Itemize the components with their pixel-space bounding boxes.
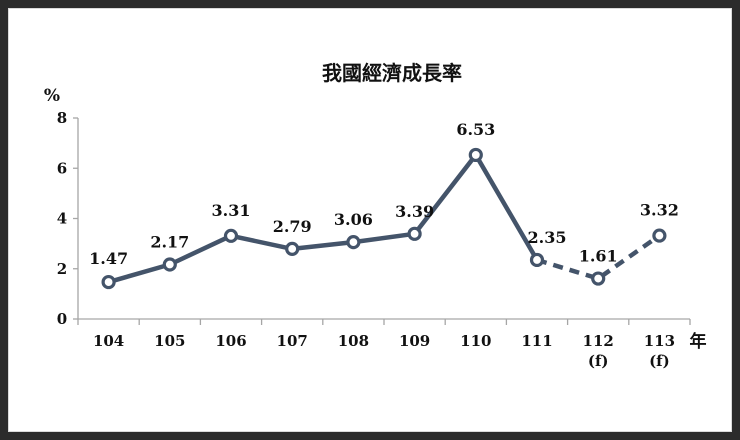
x-tick-note: (f) (588, 352, 609, 370)
data-labels: 1.47 2.17 3.31 2.79 3.06 3.39 6.53 2.35 1.61 3.32 (89, 120, 679, 268)
axes: 0 2 4 6 8 104 105 106 107 108 109 110 111 112 (f) 113 (f… (57, 109, 691, 370)
y-tick-label: 0 (57, 310, 67, 328)
x-tick-label: 105 (154, 332, 185, 350)
data-label: 3.31 (212, 201, 251, 220)
data-label: 3.39 (395, 202, 434, 221)
series-line-actual (106, 152, 540, 285)
x-tick-label: 109 (399, 332, 430, 350)
data-label: 2.17 (150, 232, 189, 251)
x-tick-label: 113 (644, 332, 675, 350)
data-point (407, 226, 422, 241)
x-tick-label: 111 (521, 332, 552, 350)
y-axis-unit: % (44, 86, 60, 106)
data-label: 2.79 (273, 217, 312, 236)
y-tick-label: 6 (57, 159, 67, 177)
x-tick-label: 110 (460, 332, 491, 350)
data-label: 1.47 (89, 249, 128, 268)
x-tick-label: 107 (277, 332, 308, 350)
data-point (468, 147, 483, 163)
data-point (591, 271, 606, 286)
x-tick-label: 104 (93, 332, 124, 350)
data-label: 2.35 (528, 228, 567, 247)
data-label: 1.61 (579, 247, 618, 266)
data-point (162, 257, 177, 272)
data-point (652, 228, 667, 243)
x-tick-note: (f) (649, 352, 670, 370)
data-point (101, 274, 116, 290)
y-tick-label: 8 (57, 109, 67, 127)
x-axis-unit: 年 (690, 331, 707, 352)
x-tick-label: 108 (338, 332, 369, 350)
y-tick-label: 2 (57, 260, 67, 278)
x-tick-label: 106 (215, 332, 246, 350)
data-label: 6.53 (456, 120, 495, 139)
chart-title: 我國經濟成長率 (322, 61, 462, 85)
data-point (529, 252, 545, 268)
data-point (223, 228, 239, 243)
data-point (346, 235, 361, 250)
x-tick-label: 112 (583, 332, 614, 350)
data-label: 3.06 (334, 210, 373, 229)
series-line-forecast (536, 233, 661, 281)
chart-frame (8, 8, 732, 432)
series-line (101, 147, 667, 290)
data-label: 3.32 (640, 201, 679, 220)
data-point (285, 241, 300, 257)
y-tick-label: 4 (57, 210, 67, 228)
